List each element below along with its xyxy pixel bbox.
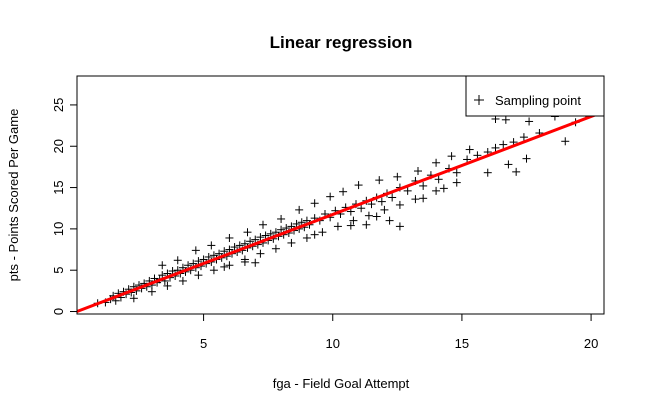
y-tick-label: 10 — [51, 222, 66, 236]
data-point — [318, 228, 327, 237]
data-point — [230, 243, 239, 252]
data-point — [380, 205, 389, 214]
data-point — [411, 195, 420, 204]
data-point — [403, 186, 412, 195]
data-point — [504, 160, 513, 169]
chart-title: Linear regression — [270, 33, 413, 52]
data-point — [271, 244, 280, 253]
y-axis-ticks: 0 5 10 15 20 25 — [51, 98, 78, 315]
data-point — [377, 197, 386, 206]
data-point — [483, 168, 492, 177]
data-point — [346, 221, 355, 230]
legend-marker — [474, 95, 484, 105]
data-point — [452, 178, 461, 187]
data-point — [209, 266, 218, 275]
data-point — [251, 258, 260, 267]
data-point — [349, 216, 358, 225]
legend-label: Sampling point — [495, 93, 581, 108]
y-tick-label: 25 — [51, 98, 66, 112]
data-point — [235, 241, 244, 250]
legend-box — [465, 75, 605, 117]
x-tick-label: 15 — [455, 336, 469, 351]
data-point — [388, 193, 397, 202]
data-point — [277, 225, 286, 234]
data-point — [465, 145, 474, 154]
data-point — [432, 186, 441, 195]
data-point — [302, 233, 311, 242]
data-point — [310, 199, 319, 208]
x-axis-ticks: 5 10 15 20 — [200, 313, 598, 351]
data-point — [419, 194, 428, 203]
data-point — [220, 262, 229, 271]
data-point — [395, 200, 404, 209]
data-point — [512, 167, 521, 176]
data-point — [385, 216, 394, 225]
data-point — [419, 181, 428, 190]
data-point — [246, 237, 255, 246]
regression-line — [76, 110, 605, 313]
data-point — [561, 137, 570, 146]
data-point — [333, 222, 342, 231]
data-point — [129, 294, 138, 303]
data-point — [439, 184, 448, 193]
x-tick-label: 10 — [326, 336, 340, 351]
data-point — [501, 115, 510, 124]
data-point — [354, 181, 363, 190]
y-tick-label: 20 — [51, 139, 66, 153]
data-point — [326, 192, 335, 201]
x-axis-label: fga - Field Goal Attempt — [273, 376, 410, 391]
data-point — [256, 249, 265, 258]
data-point — [194, 257, 203, 266]
regression-layer — [76, 110, 605, 313]
data-point — [178, 276, 187, 285]
data-point — [204, 252, 213, 261]
data-point — [191, 246, 200, 255]
data-point — [357, 204, 366, 213]
y-tick-label: 15 — [51, 180, 66, 194]
data-point — [395, 222, 404, 231]
data-point — [277, 214, 286, 223]
data-point — [434, 175, 443, 184]
data-point — [432, 158, 441, 167]
data-point — [163, 281, 172, 290]
data-point — [225, 261, 234, 270]
data-point — [259, 220, 267, 229]
data-point — [375, 176, 384, 185]
data-point — [414, 167, 422, 176]
data-point — [491, 143, 500, 152]
data-point — [220, 247, 229, 256]
data-point — [519, 133, 528, 142]
data-point — [256, 233, 265, 242]
data-point — [240, 257, 249, 266]
data-point — [367, 200, 376, 209]
x-tick-label: 20 — [584, 336, 598, 351]
data-point — [243, 228, 252, 237]
x-tick-label: 5 — [200, 336, 207, 351]
data-point — [147, 287, 156, 296]
data-point — [372, 212, 381, 221]
y-axis-label: pts - Points Scored Per Game — [6, 109, 21, 282]
data-point — [287, 238, 296, 247]
data-point — [447, 152, 456, 161]
y-tick-label: 0 — [51, 308, 66, 315]
data-point — [364, 211, 373, 220]
data-point — [194, 271, 203, 280]
data-point — [295, 205, 304, 214]
data-point — [362, 220, 371, 229]
data-point — [261, 231, 270, 240]
data-point — [522, 154, 531, 163]
data-point — [310, 230, 319, 239]
data-point — [452, 168, 461, 177]
data-point — [339, 187, 348, 196]
data-point — [158, 261, 167, 270]
data-point — [525, 117, 534, 126]
y-tick-label: 5 — [51, 267, 66, 274]
data-point — [393, 172, 402, 181]
data-point — [225, 233, 234, 242]
data-point — [173, 256, 182, 265]
legend: Sampling point — [465, 75, 605, 117]
data-point — [207, 241, 216, 250]
data-point — [499, 140, 508, 149]
